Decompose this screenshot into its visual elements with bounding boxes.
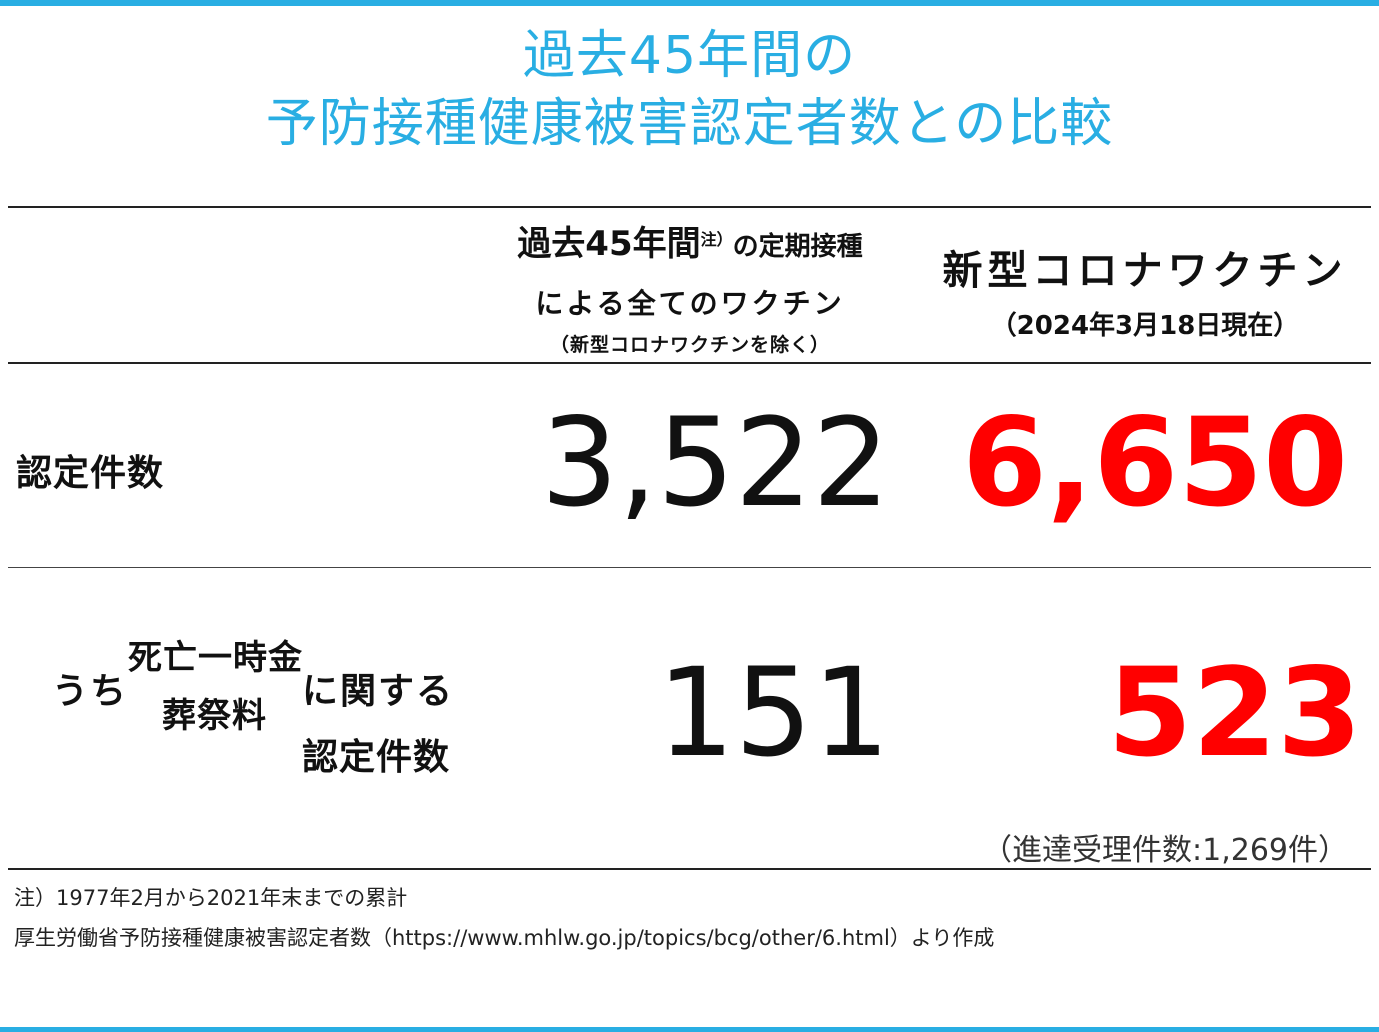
pending-cases-note: （進達受理件数:1,269件） <box>982 833 1348 868</box>
row-label-certified: 認定件数 <box>16 453 165 494</box>
value-covid-certified: 6,650 <box>962 392 1348 534</box>
header-col1-line3: （新型コロナワクチンを除く） <box>549 334 830 356</box>
header-col2-line2: （2024年3月18日現在） <box>990 311 1300 341</box>
value-existing-death: 151 <box>657 642 890 784</box>
row-label-suffix: に関する <box>302 671 455 712</box>
row-label-certified-2: 認定件数 <box>302 737 451 778</box>
bottom-accent-bar <box>0 1027 1379 1032</box>
page-title-line1: 過去45年間の <box>522 26 857 86</box>
header-col1-line1: 過去45年間注）の定期接種 <box>470 222 910 269</box>
row-label-funeral: 葬祭料 <box>162 696 267 736</box>
row-label-prefix: うち <box>52 671 129 712</box>
table-top-rule <box>8 206 1371 208</box>
footnote-mark: 注） <box>700 230 733 249</box>
row-label-death-benefit: 死亡一時金 <box>128 638 303 678</box>
page-title-line2: 予防接種健康被害認定者数との比較 <box>265 94 1114 154</box>
value-covid-death: 523 <box>1107 642 1362 784</box>
header-col2-line1: 新型コロナワクチン <box>942 248 1348 294</box>
header-col1-suffix: の定期接種 <box>732 232 863 262</box>
footnote-period: 注）1977年2月から2021年末までの累計 <box>14 886 408 910</box>
table-bottom-rule <box>8 868 1371 870</box>
header-bottom-rule <box>8 362 1371 364</box>
value-existing-certified: 3,522 <box>540 392 890 534</box>
header-col1-line2: による全てのワクチン <box>535 287 845 320</box>
top-accent-bar <box>0 0 1379 6</box>
header-col1-text: 過去45年間 <box>517 224 701 264</box>
footnote-source: 厚生労働省予防接種健康被害認定者数（https://www.mhlw.go.jp… <box>14 926 995 950</box>
row-divider <box>8 567 1371 568</box>
